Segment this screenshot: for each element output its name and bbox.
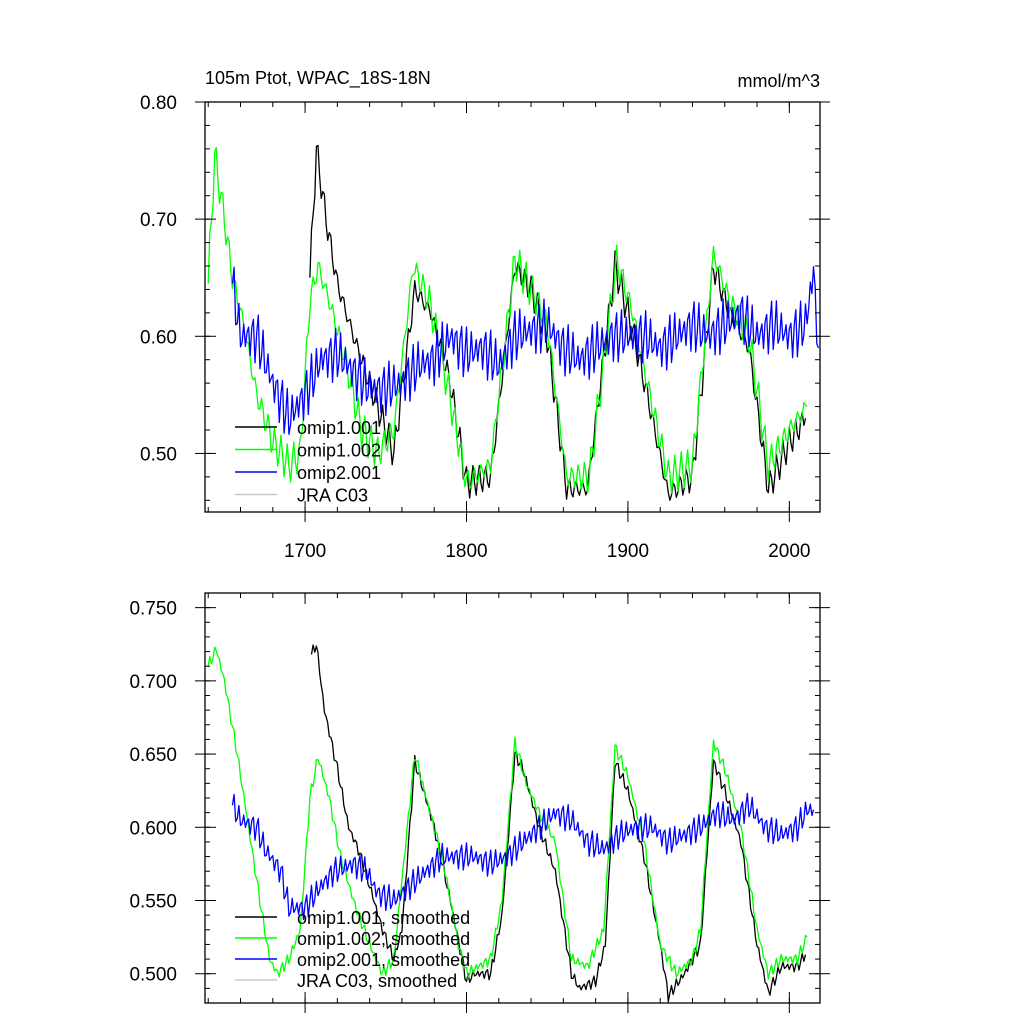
y-tick-label: 0.50 xyxy=(140,444,177,465)
top-chart-panel: 105m Ptot, WPAC_18S-18N mmol/m^3 1700 1800 1… xyxy=(140,68,830,562)
y-tick-label: 0.500 xyxy=(129,965,177,986)
series-line-0 xyxy=(310,644,807,1003)
legend-label: omip1.001, smoothed xyxy=(297,908,470,928)
legend-label: omip2.001 xyxy=(297,463,381,483)
chart-title: 105m Ptot, WPAC_18S-18N xyxy=(205,68,431,89)
series-group xyxy=(207,144,820,501)
y-tick-label: 0.750 xyxy=(129,599,177,620)
x-tick-label: 1800 xyxy=(445,541,487,562)
x-tick-label: 1700 xyxy=(284,541,326,562)
series-line-1 xyxy=(207,646,808,980)
series-line-2 xyxy=(231,266,820,436)
x-tick-label: 1900 xyxy=(607,541,649,562)
legend-label: JRA C03, smoothed xyxy=(297,971,457,991)
bottom-chart-panel: 0.500 0.550 0.600 0.650 0.700 0.750 omip1.001,… xyxy=(129,592,830,1013)
y-tick-label: 0.700 xyxy=(129,672,177,693)
legend-label: omip1.001 xyxy=(297,418,381,438)
y-tick-label: 0.550 xyxy=(129,892,177,913)
legend-label: omip1.002 xyxy=(297,441,381,461)
series-group xyxy=(207,644,815,1003)
legend-label: JRA C03 xyxy=(297,486,368,506)
series-line-0 xyxy=(309,144,807,501)
x-tick-label: 2000 xyxy=(768,541,810,562)
y-tick-label: 0.600 xyxy=(129,818,177,839)
y-tick-label: 0.650 xyxy=(129,745,177,766)
y-tick-label: 0.80 xyxy=(140,93,177,114)
legend-label: omip1.002, smoothed xyxy=(297,929,470,949)
series-line-1 xyxy=(207,147,808,494)
series-line-2 xyxy=(231,792,815,921)
units-label: mmol/m^3 xyxy=(738,71,820,91)
legend-label: omip2.001, smoothed xyxy=(297,950,470,970)
y-tick-label: 0.70 xyxy=(140,210,177,231)
plot-frame xyxy=(204,101,821,513)
y-tick-label: 0.60 xyxy=(140,327,177,348)
